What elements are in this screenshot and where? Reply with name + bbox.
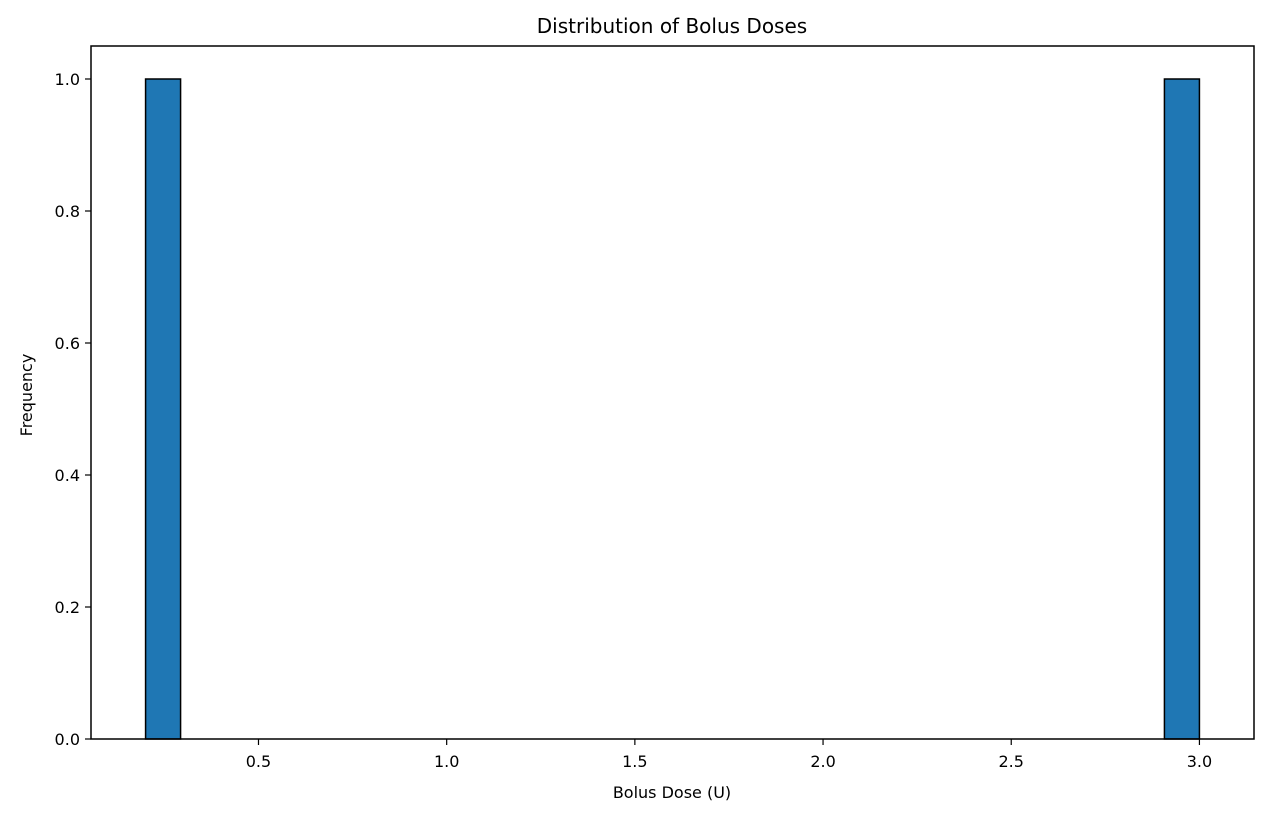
x-tick-label: 0.5 bbox=[246, 752, 271, 771]
plot-frame bbox=[90, 45, 1255, 740]
bars-group bbox=[144, 78, 1201, 740]
y-tick-label: 0.0 bbox=[55, 730, 80, 749]
x-tick-label: 1.5 bbox=[622, 752, 647, 771]
x-axis-label: Bolus Dose (U) bbox=[613, 783, 731, 802]
x-tick-label: 1.0 bbox=[434, 752, 459, 771]
chart-title: Distribution of Bolus Doses bbox=[537, 14, 807, 38]
histogram-bar-0 bbox=[144, 78, 182, 740]
x-axis-ticks: 0.5 1.0 1.5 2.0 2.5 3.0 bbox=[246, 739, 1212, 771]
y-axis-label: Frequency bbox=[17, 354, 36, 437]
x-tick-label: 3.0 bbox=[1187, 752, 1212, 771]
y-tick-label: 0.8 bbox=[55, 202, 80, 221]
y-axis-ticks: 0.0 0.2 0.4 0.6 0.8 1.0 bbox=[55, 70, 91, 749]
x-tick-label: 2.5 bbox=[999, 752, 1024, 771]
y-tick-label: 0.4 bbox=[55, 466, 80, 485]
y-tick-label: 0.6 bbox=[55, 334, 80, 353]
y-tick-label: 0.2 bbox=[55, 598, 80, 617]
y-tick-label: 1.0 bbox=[55, 70, 80, 89]
x-tick-label: 2.0 bbox=[810, 752, 835, 771]
histogram-bar-1 bbox=[1163, 78, 1201, 740]
